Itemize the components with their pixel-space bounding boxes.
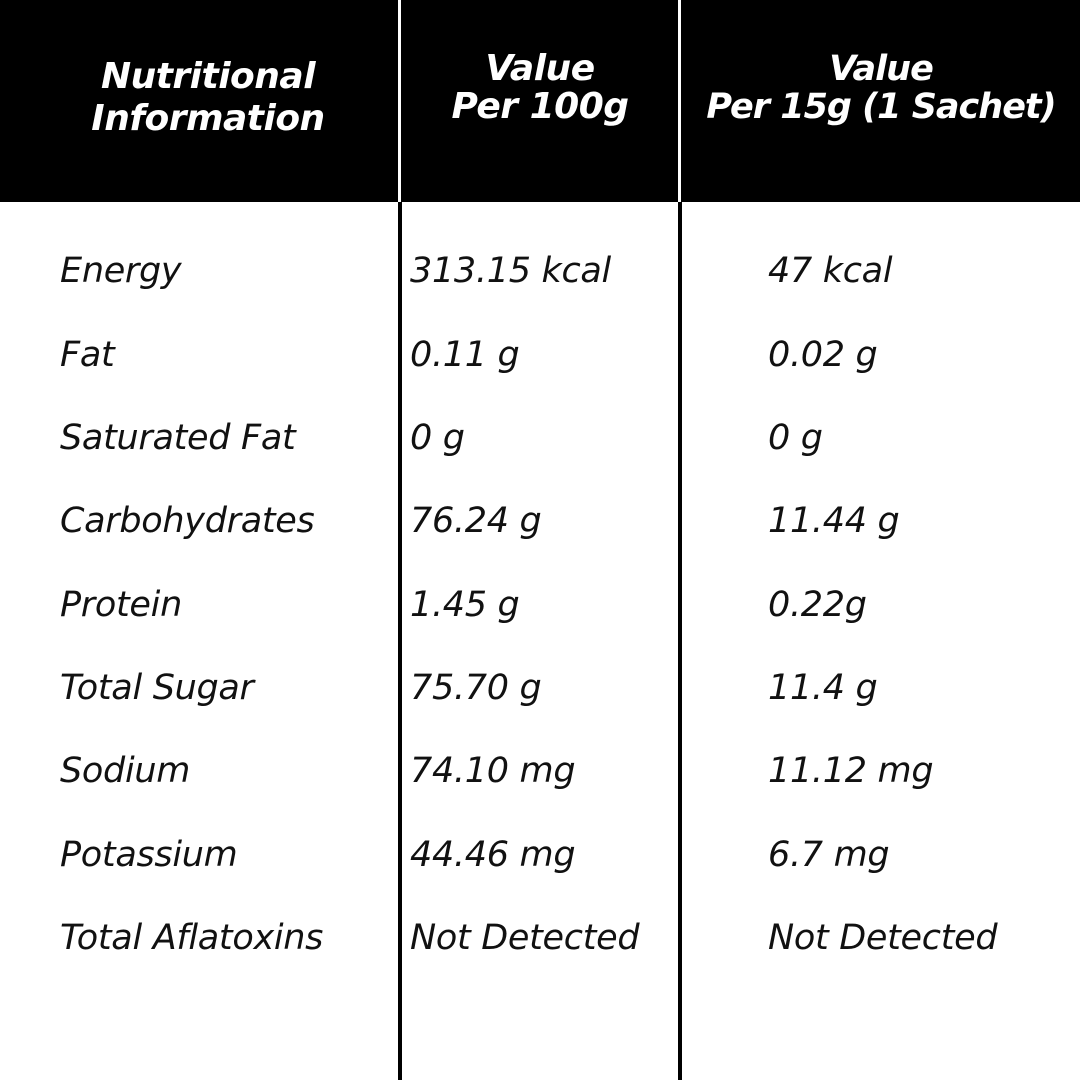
table-row: Fat 0.11 g 0.02 g: [0, 325, 1080, 385]
table-row: Total Aflatoxins Not Detected Not Detect…: [0, 908, 1080, 968]
nutrient-name: Energy: [60, 251, 182, 291]
nutrient-name: Protein: [60, 585, 182, 625]
table-row: Carbohydrates 76.24 g 11.44 g: [0, 491, 1080, 551]
value-per-sachet: 0 g: [768, 418, 823, 458]
value-per-100g: 74.10 mg: [410, 751, 576, 791]
header-divider-1: [398, 0, 401, 202]
table-row: Potassium 44.46 mg 6.7 mg: [0, 825, 1080, 885]
value-per-sachet: 6.7 mg: [768, 835, 890, 875]
nutrient-name: Carbohydrates: [60, 501, 315, 541]
table-header: [0, 0, 1080, 202]
nutrient-name: Total Sugar: [60, 668, 254, 708]
table-row: Protein 1.45 g 0.22g: [0, 575, 1080, 635]
value-per-100g: 1.45 g: [410, 585, 520, 625]
nutrient-name: Sodium: [60, 751, 191, 791]
table-row: Energy 313.15 kcal 47 kcal: [0, 241, 1080, 301]
value-per-sachet: 11.12 mg: [768, 751, 934, 791]
column-divider-1: [398, 0, 402, 1080]
table-row: Total Sugar 75.70 g 11.4 g: [0, 658, 1080, 718]
value-per-sachet: 47 kcal: [768, 251, 893, 291]
value-per-sachet: 11.44 g: [768, 501, 900, 541]
nutrient-name: Saturated Fat: [60, 418, 296, 458]
nutrient-name: Potassium: [60, 835, 238, 875]
value-per-100g: 44.46 mg: [410, 835, 576, 875]
value-per-100g: 0 g: [410, 418, 465, 458]
value-per-sachet: 0.22g: [768, 585, 867, 625]
header-nutritional-information: Nutritional Information: [91, 56, 325, 139]
table-row: Saturated Fat 0 g 0 g: [0, 408, 1080, 468]
value-per-100g: 76.24 g: [410, 501, 542, 541]
value-per-sachet: 0.02 g: [768, 335, 878, 375]
value-per-100g: 313.15 kcal: [410, 251, 611, 291]
value-per-sachet: Not Detected: [768, 918, 998, 958]
nutrient-name: Fat: [60, 335, 115, 375]
value-per-sachet: 11.4 g: [768, 668, 878, 708]
header-divider-2: [678, 0, 681, 202]
value-per-100g: Not Detected: [410, 918, 640, 958]
header-value-per-sachet: Value Per 15g (1 Sachet): [706, 49, 1056, 127]
column-divider-2: [678, 0, 682, 1080]
value-per-100g: 0.11 g: [410, 335, 520, 375]
value-per-100g: 75.70 g: [410, 668, 542, 708]
nutrient-name: Total Aflatoxins: [60, 918, 324, 958]
header-value-per-100g: Value Per 100g: [451, 48, 629, 127]
table-row: Sodium 74.10 mg 11.12 mg: [0, 741, 1080, 801]
